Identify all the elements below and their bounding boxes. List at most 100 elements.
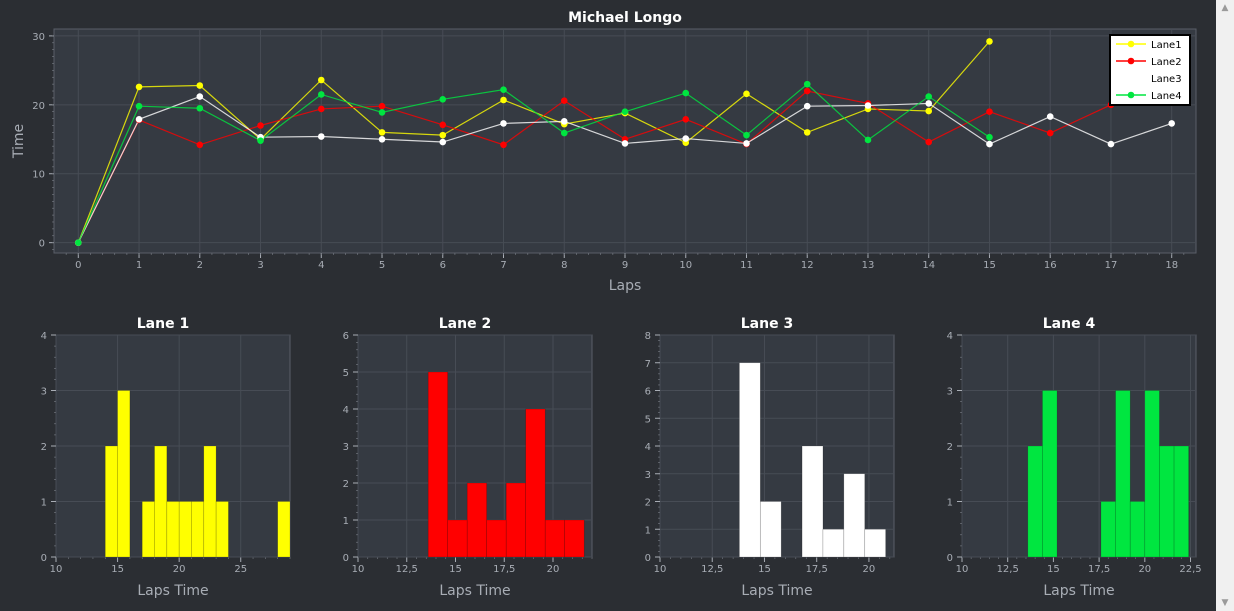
y-tick-label: 3 — [343, 442, 349, 453]
chevron-up-icon: ▲ — [1221, 3, 1229, 13]
x-tick-label: 13 — [862, 260, 875, 271]
data-point-lane2 — [196, 141, 204, 149]
data-point-lane2 — [803, 87, 811, 95]
x-tick-label: 16 — [1044, 260, 1057, 271]
x-tick-label: 10 — [50, 564, 63, 575]
y-tick-label: 1 — [41, 498, 47, 509]
x-tick-label: 11 — [740, 260, 753, 271]
data-point-lane4 — [864, 136, 872, 144]
x-tick-label: 18 — [1165, 260, 1178, 271]
x-tick-label: 15 — [758, 564, 771, 575]
data-point-lane3 — [439, 138, 447, 146]
histogram-bar — [1115, 390, 1131, 558]
data-point-lane2 — [560, 97, 568, 104]
x-tick-label: 9 — [622, 260, 628, 271]
x-axis-label: Laps Time — [439, 583, 510, 599]
histogram-bar — [1100, 501, 1116, 558]
histogram-bar — [191, 501, 205, 558]
legend-label: Lane1 — [1151, 40, 1182, 51]
histogram-bar — [178, 501, 192, 558]
y-tick-label: 3 — [41, 387, 47, 398]
data-point-lane1 — [378, 129, 386, 136]
x-axis-label: Laps Time — [1043, 583, 1114, 599]
y-tick-label: 30 — [32, 32, 45, 43]
x-tick-label: 3 — [257, 260, 263, 271]
data-point-lane1 — [439, 131, 447, 139]
x-tick-label: 20 — [173, 564, 186, 575]
legend-swatch-marker — [1127, 91, 1135, 99]
data-point-lane3 — [378, 135, 386, 143]
vertical-scrollbar[interactable]: ▲ ▼ — [1216, 0, 1234, 611]
histogram-bar — [427, 371, 448, 558]
histogram-bar — [1027, 445, 1043, 558]
series-line-lane2 — [77, 90, 1112, 243]
histogram-bar — [166, 501, 180, 558]
data-point-lane2 — [682, 115, 690, 123]
data-point-lane4 — [439, 96, 447, 103]
data-point-lane1 — [317, 76, 325, 84]
y-tick-label: 5 — [645, 414, 651, 425]
data-point-lane1 — [743, 90, 750, 98]
data-point-lane4 — [135, 102, 143, 110]
histogram-bar — [1144, 390, 1160, 558]
data-point-lane4 — [986, 133, 993, 141]
x-tick-label: 7 — [500, 260, 506, 271]
data-point-lane4 — [743, 131, 750, 139]
scroll-down-button[interactable]: ▼ — [1216, 595, 1234, 611]
y-tick-label: 0 — [645, 553, 651, 564]
histogram-bar — [141, 501, 155, 558]
y-tick-label: 10 — [32, 170, 45, 181]
histogram-bar — [277, 501, 291, 558]
scroll-up-button[interactable]: ▲ — [1216, 0, 1234, 16]
data-point-lane2 — [439, 121, 447, 129]
histogram-title: Lane 1 — [137, 316, 189, 332]
lane-2-histogram: 10 12,5 15 17,5 20 0 1 2 3 4 5 6 Lane 2 Laps Time — [343, 316, 593, 599]
y-tick-label: 2 — [41, 442, 47, 453]
histogram-bar — [486, 519, 507, 558]
x-tick-label: 22,5 — [1179, 564, 1201, 575]
y-tick-label: 4 — [343, 405, 349, 416]
data-point-lane3 — [1107, 140, 1115, 148]
data-point-lane3 — [621, 140, 629, 147]
histogram-bar — [525, 408, 546, 558]
legend-label: Lane4 — [1151, 91, 1182, 102]
x-tick-label: 15 — [1047, 564, 1060, 575]
data-point-lane1 — [986, 38, 993, 45]
x-tick-label: 2 — [197, 260, 203, 271]
x-axis-label: Laps Time — [137, 583, 208, 599]
data-point-lane3 — [135, 115, 143, 123]
data-point-lane3 — [743, 140, 750, 147]
data-point-lane4 — [196, 104, 204, 112]
y-tick-label: 7 — [645, 359, 651, 370]
x-tick-label: 12 — [801, 260, 814, 271]
histogram-bar — [203, 445, 217, 558]
data-point-lane2 — [378, 102, 386, 110]
y-tick-label: 2 — [947, 442, 953, 453]
histogram-bar — [822, 528, 845, 558]
data-point-lane3 — [864, 102, 872, 109]
legend-label: Lane3 — [1151, 74, 1182, 85]
x-tick-label: 12,5 — [701, 564, 723, 575]
histogram-bar — [1129, 501, 1146, 558]
histogram-bar — [864, 528, 886, 558]
x-tick-label: 17 — [1105, 260, 1118, 271]
lap-times-line-chart: 0 1 2 3 4 5 6 7 8 9 10 11 12 13 14 15 16 17 180102030Micha… — [11, 10, 1197, 294]
data-point-lane3 — [500, 120, 507, 127]
histogram-bar — [801, 445, 824, 558]
histogram-bar — [505, 482, 526, 558]
legend-swatch-marker — [1127, 74, 1135, 82]
x-tick-label: 20 — [1138, 564, 1151, 575]
histogram-bar — [1173, 445, 1189, 558]
histogram-bar — [564, 519, 585, 558]
data-point-lane4 — [682, 89, 690, 97]
histogram-bar — [154, 445, 168, 558]
histogram-bar — [215, 501, 229, 558]
data-point-lane3 — [196, 93, 204, 100]
y-tick-label: 0 — [39, 239, 45, 250]
x-tick-label: 12,5 — [396, 564, 418, 575]
y-tick-label: 2 — [343, 479, 349, 490]
x-tick-label: 15 — [449, 564, 462, 575]
x-tick-label: 17,5 — [806, 564, 828, 575]
data-point-lane4 — [317, 91, 325, 98]
chart-title: Michael Longo — [568, 10, 682, 26]
